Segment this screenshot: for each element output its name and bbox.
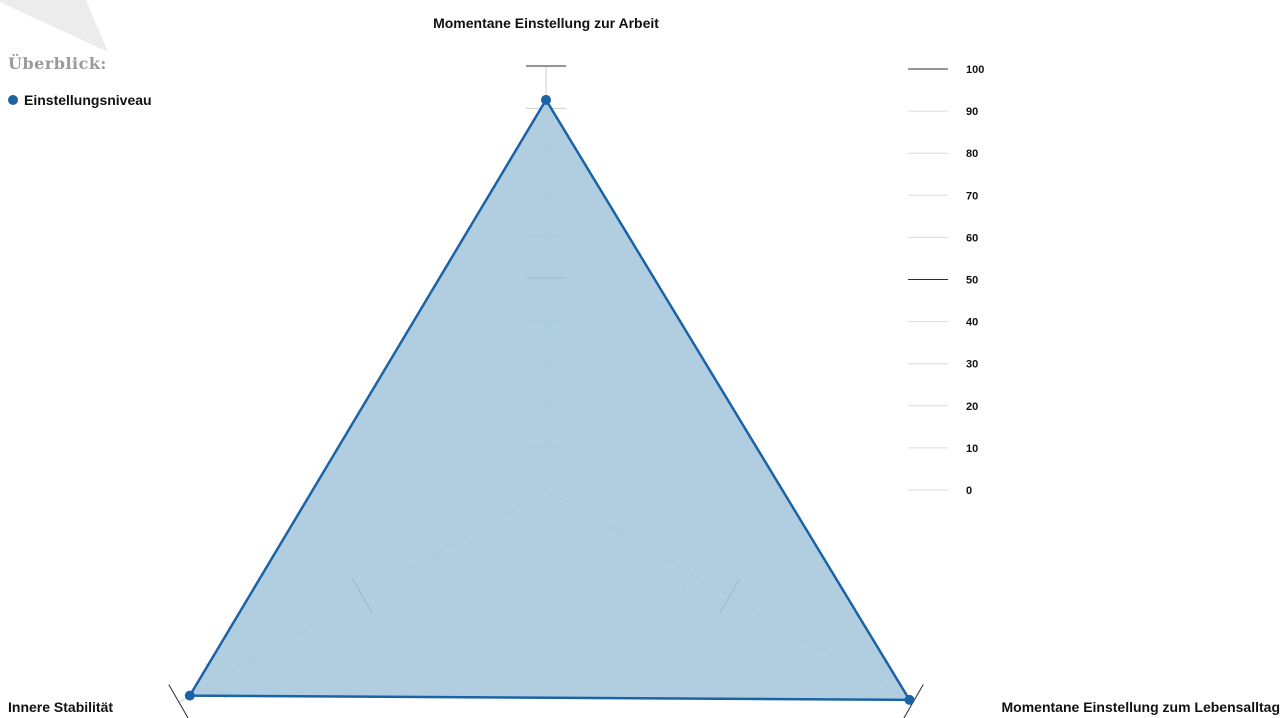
series-point-3 [184, 690, 195, 701]
scale-label: 70 [966, 190, 978, 202]
scale-label: 20 [966, 401, 978, 413]
label-layer: Momentane Einstellung zur Arbeit Momentan… [8, 15, 1280, 715]
legend-label: Einstellungsniveau [24, 92, 152, 108]
axis-label-3: Innere Stabilität [8, 699, 113, 715]
legend-item-einstellungsniveau[interactable]: Einstellungsniveau [8, 92, 152, 108]
scale-label: 10 [966, 443, 978, 455]
scale-label: 60 [966, 232, 978, 244]
scale-label: 30 [966, 359, 978, 371]
scale-label: 40 [966, 317, 978, 329]
series-area [188, 98, 911, 702]
scale-label: 0 [966, 485, 972, 497]
scale-label: 80 [966, 148, 978, 160]
axis-label-1: Momentane Einstellung zur Arbeit [433, 15, 659, 31]
corner-wedge-decoration [0, 0, 108, 52]
legend-dot-icon [8, 95, 18, 105]
scale-label: 100 [966, 64, 984, 76]
series-point-1 [541, 94, 551, 105]
axis-label-2: Momentane Einstellung zum Lebensalltag [1002, 699, 1280, 715]
scale-label: 90 [966, 106, 978, 118]
series-point-2 [904, 694, 915, 705]
scale-label: 50 [966, 275, 978, 287]
axis-major-tick [168, 684, 189, 718]
series-layer [184, 94, 915, 705]
overview-title: Überblick: [8, 54, 107, 73]
